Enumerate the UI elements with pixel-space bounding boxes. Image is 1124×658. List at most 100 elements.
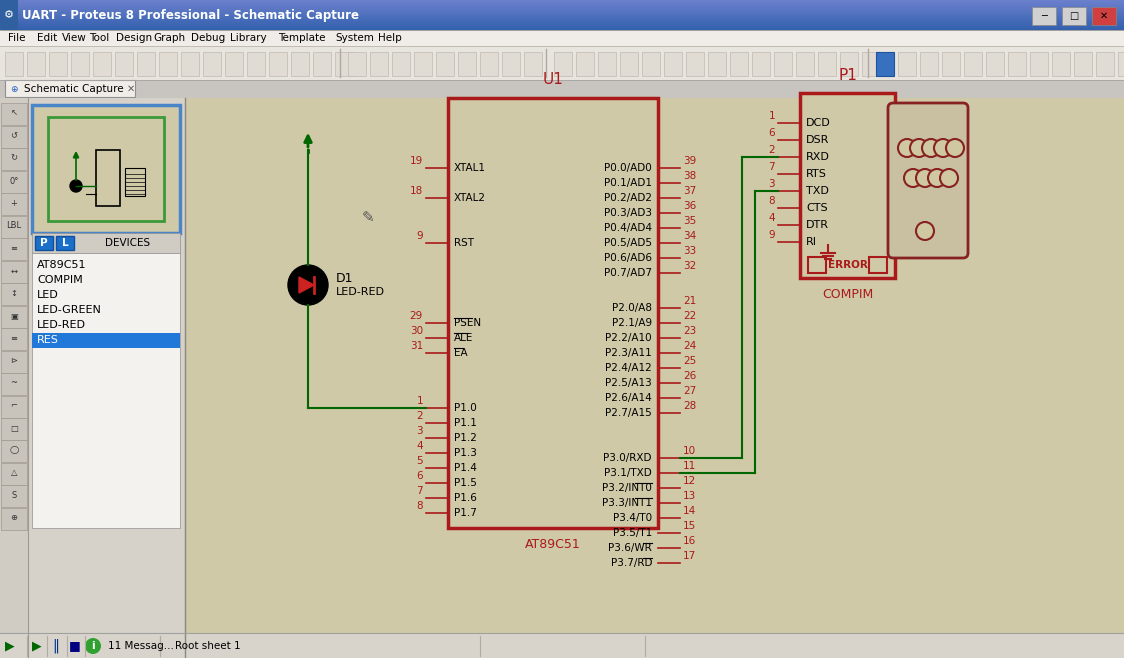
Text: View: View bbox=[62, 33, 87, 43]
Bar bbox=[93, 52, 111, 76]
Text: L: L bbox=[62, 238, 69, 248]
Text: AT89C51: AT89C51 bbox=[525, 538, 581, 551]
Bar bbox=[27, 52, 45, 76]
Text: PSEN: PSEN bbox=[454, 318, 481, 328]
Bar bbox=[0, 98, 185, 658]
Text: 8: 8 bbox=[416, 501, 423, 511]
Bar bbox=[1, 126, 27, 148]
Text: 11: 11 bbox=[683, 461, 696, 471]
Text: 31: 31 bbox=[410, 341, 423, 351]
Bar bbox=[1, 418, 27, 440]
Bar bbox=[1, 283, 27, 305]
Bar bbox=[1, 216, 27, 238]
Bar bbox=[876, 52, 894, 76]
Text: File: File bbox=[8, 33, 26, 43]
Text: 30: 30 bbox=[410, 326, 423, 336]
Bar bbox=[35, 236, 53, 250]
Bar bbox=[49, 52, 67, 76]
Bar bbox=[181, 52, 199, 76]
Text: ALE: ALE bbox=[454, 333, 473, 343]
Text: ERROR: ERROR bbox=[827, 260, 868, 270]
Text: 19: 19 bbox=[410, 156, 423, 166]
Bar bbox=[876, 52, 894, 76]
Text: P3.3/INT1: P3.3/INT1 bbox=[602, 498, 652, 508]
Text: 9: 9 bbox=[416, 231, 423, 241]
Bar bbox=[1, 463, 27, 485]
Text: Debug: Debug bbox=[191, 33, 225, 43]
Bar bbox=[0, 98, 28, 658]
Text: 37: 37 bbox=[683, 186, 696, 196]
Bar bbox=[598, 52, 616, 76]
Text: 1: 1 bbox=[416, 396, 423, 406]
Bar bbox=[921, 52, 939, 76]
Bar bbox=[0, 3, 1124, 4]
Bar bbox=[869, 257, 887, 273]
Circle shape bbox=[922, 139, 940, 157]
Bar bbox=[0, 633, 1124, 658]
Bar bbox=[1, 396, 27, 418]
Text: ⚙: ⚙ bbox=[4, 10, 13, 20]
Bar bbox=[1118, 52, 1124, 76]
Text: P2.5/A13: P2.5/A13 bbox=[605, 378, 652, 388]
Text: □: □ bbox=[1069, 11, 1079, 21]
Text: CTS: CTS bbox=[806, 203, 827, 213]
Text: 25: 25 bbox=[683, 356, 696, 366]
Text: P0.1/AD1: P0.1/AD1 bbox=[604, 178, 652, 188]
Text: DTR: DTR bbox=[806, 220, 830, 230]
Bar bbox=[0, 14, 1124, 15]
Bar bbox=[0, 4, 1124, 5]
Circle shape bbox=[288, 265, 328, 305]
Text: 26: 26 bbox=[683, 371, 696, 381]
Text: 28: 28 bbox=[683, 401, 696, 411]
Text: P3.4/T0: P3.4/T0 bbox=[613, 513, 652, 523]
Text: Tool: Tool bbox=[89, 33, 109, 43]
Bar bbox=[524, 52, 542, 76]
Bar bbox=[1030, 52, 1048, 76]
Text: COMPIM: COMPIM bbox=[37, 275, 83, 285]
Text: Root sheet 1: Root sheet 1 bbox=[175, 641, 241, 651]
Bar bbox=[0, 16, 1124, 17]
Bar bbox=[774, 52, 792, 76]
Bar bbox=[0, 15, 1124, 16]
Bar bbox=[4, 52, 22, 76]
Text: D1: D1 bbox=[336, 272, 354, 286]
Text: LED-RED: LED-RED bbox=[336, 287, 386, 297]
Text: P1: P1 bbox=[839, 68, 856, 82]
Text: LBL: LBL bbox=[7, 222, 21, 230]
Bar bbox=[0, 27, 1124, 28]
Text: XTAL1: XTAL1 bbox=[454, 163, 486, 173]
Bar bbox=[0, 19, 1124, 20]
Bar bbox=[291, 52, 309, 76]
Bar bbox=[0, 46, 1124, 80]
Bar bbox=[370, 52, 388, 76]
Text: ↕: ↕ bbox=[10, 288, 18, 297]
Circle shape bbox=[934, 139, 952, 157]
Text: 36: 36 bbox=[683, 201, 696, 211]
Text: 7: 7 bbox=[416, 486, 423, 496]
Bar bbox=[1008, 52, 1026, 76]
Bar bbox=[1, 238, 27, 260]
Text: P2.4/A12: P2.4/A12 bbox=[605, 363, 652, 373]
Text: P2.2/A10: P2.2/A10 bbox=[606, 333, 652, 343]
Text: ◯: ◯ bbox=[9, 445, 19, 455]
Text: 4: 4 bbox=[416, 441, 423, 451]
Text: P0.7/AD7: P0.7/AD7 bbox=[604, 268, 652, 278]
Text: 4: 4 bbox=[769, 213, 776, 223]
Text: ↔: ↔ bbox=[10, 266, 18, 276]
Text: 33: 33 bbox=[683, 246, 696, 256]
Bar bbox=[575, 52, 593, 76]
Bar bbox=[898, 52, 916, 76]
Text: Schematic Capture: Schematic Capture bbox=[24, 84, 124, 94]
Bar bbox=[31, 233, 180, 253]
Text: P3.6/WR: P3.6/WR bbox=[608, 543, 652, 553]
Text: LED-GREEN: LED-GREEN bbox=[37, 305, 102, 315]
Text: 21: 21 bbox=[683, 296, 696, 306]
Bar bbox=[0, 5, 1124, 6]
Text: 23: 23 bbox=[683, 326, 696, 336]
Text: ▣: ▣ bbox=[10, 311, 18, 320]
Text: i: i bbox=[91, 641, 94, 651]
Text: 24: 24 bbox=[683, 341, 696, 351]
Bar bbox=[115, 52, 133, 76]
Bar bbox=[942, 52, 960, 76]
Text: 7: 7 bbox=[769, 162, 776, 172]
